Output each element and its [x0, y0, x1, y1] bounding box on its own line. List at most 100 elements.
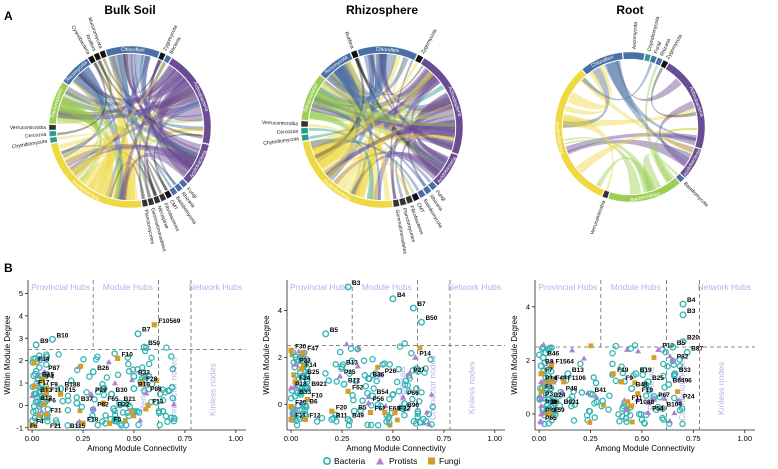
footer-label: B115	[70, 423, 86, 430]
point-bacteria	[413, 385, 420, 392]
zone-network-hubs: Network Hubs	[448, 282, 501, 292]
point-f11	[43, 391, 49, 397]
sector-label: Chytridiomycota	[263, 136, 300, 147]
chord-link	[84, 66, 124, 200]
label-f31: F31	[50, 407, 62, 414]
label-b20: B20	[687, 335, 699, 342]
point-f4	[39, 378, 45, 384]
point-bacteria	[393, 378, 401, 386]
y-tick-label: 4	[278, 306, 282, 315]
label-f18: F18	[87, 416, 99, 423]
point-b8	[537, 362, 545, 370]
chord-link	[145, 72, 181, 197]
sector-proteobacteria	[554, 69, 605, 197]
sector-cmt	[411, 192, 420, 202]
label-b96: B96	[407, 402, 419, 409]
point-bacteria	[129, 366, 137, 373]
chord-link	[354, 58, 424, 96]
point-bacteria	[428, 421, 435, 428]
sector-label: Chytridiomycota	[11, 138, 48, 150]
chord-link	[60, 101, 97, 158]
point-bacteria	[148, 380, 156, 388]
point-bacteria	[346, 370, 353, 377]
point-bacteria	[578, 389, 586, 396]
point-bacteria	[313, 418, 321, 425]
x-axis-title: Among Module Connectivity	[346, 444, 446, 453]
point-fungi	[542, 380, 547, 386]
sector-ascomycota	[622, 51, 645, 61]
label-f62: F62	[375, 405, 387, 412]
chord-link	[57, 65, 176, 117]
point-protists	[569, 347, 576, 353]
chord-link	[120, 151, 193, 201]
chord-link	[333, 151, 441, 185]
point-bacteria	[102, 412, 109, 419]
point-bacteria	[330, 414, 337, 422]
sector-label: Verrucomicrobia	[262, 120, 299, 127]
chord-link	[333, 103, 452, 191]
label-f65: F65	[107, 396, 119, 403]
point-bacteria	[290, 410, 298, 417]
sector-planctomycetes	[141, 198, 149, 208]
chord-link	[308, 123, 366, 197]
point-bacteria	[43, 361, 50, 368]
point-bacteria	[405, 388, 413, 395]
chord-title: Bulk Soil	[104, 3, 155, 17]
label-p14: P14	[545, 375, 557, 382]
label-f4: F4	[36, 419, 44, 426]
point-bacteria	[162, 412, 170, 420]
chord-link	[309, 101, 453, 122]
point-bacteria	[395, 387, 403, 395]
point-protists	[423, 409, 430, 415]
sector-ascomycota	[62, 58, 91, 86]
label-f20: F20	[295, 400, 307, 407]
point-b16	[130, 385, 138, 393]
label-b9: B9	[40, 338, 49, 345]
point-bacteria	[145, 385, 153, 393]
x-tick-label: 0.50	[386, 434, 401, 443]
legend-bacteria-marker	[322, 456, 331, 465]
point-protists	[549, 358, 556, 365]
label-p56: P56	[372, 396, 384, 403]
sector-chloroflexi	[105, 45, 161, 59]
point-protists	[289, 411, 296, 417]
x-tick-label: 0.75	[686, 434, 701, 443]
point-f11	[288, 416, 294, 423]
legend: Bacteria Protists Fungi	[322, 456, 460, 466]
point-f62	[367, 409, 374, 416]
point-f47	[300, 350, 306, 356]
point-bacteria	[53, 419, 60, 427]
point-bacteria	[148, 354, 155, 362]
y-axis-title: Within Module Degree	[510, 315, 519, 395]
point-f68	[382, 409, 388, 416]
point-bacteria	[418, 389, 425, 396]
chord-link	[311, 103, 456, 140]
label-f48: F48	[555, 375, 567, 382]
point-p26	[377, 371, 384, 378]
point-f30	[288, 347, 294, 353]
label-f14: F14	[38, 356, 50, 363]
legend-protists-label: Protists	[389, 456, 417, 466]
zone-module-hubs: Module Hubs	[362, 282, 412, 292]
point-bacteria	[171, 415, 178, 422]
point-bacteria	[609, 360, 616, 368]
point-f18	[80, 420, 86, 426]
chord-link	[580, 77, 694, 154]
point-bacteria	[59, 397, 66, 405]
point-bacteria	[296, 415, 304, 423]
point-b33	[291, 392, 299, 400]
point-b46	[539, 354, 547, 362]
chord-link	[110, 55, 197, 168]
point-bacteria	[414, 413, 421, 421]
y-tick-label: 0	[278, 400, 282, 409]
label-b46: B46	[547, 351, 559, 358]
point-bacteria	[168, 353, 175, 360]
chord-link	[309, 111, 415, 194]
point-bacteria	[401, 340, 408, 347]
point-bacteria	[111, 350, 118, 357]
label-b10: B10	[56, 332, 68, 339]
label-f4: F4	[46, 374, 54, 381]
footer-label: F6	[30, 423, 38, 430]
label-b3: B3	[352, 280, 361, 287]
sector-label: CMT	[168, 199, 179, 211]
